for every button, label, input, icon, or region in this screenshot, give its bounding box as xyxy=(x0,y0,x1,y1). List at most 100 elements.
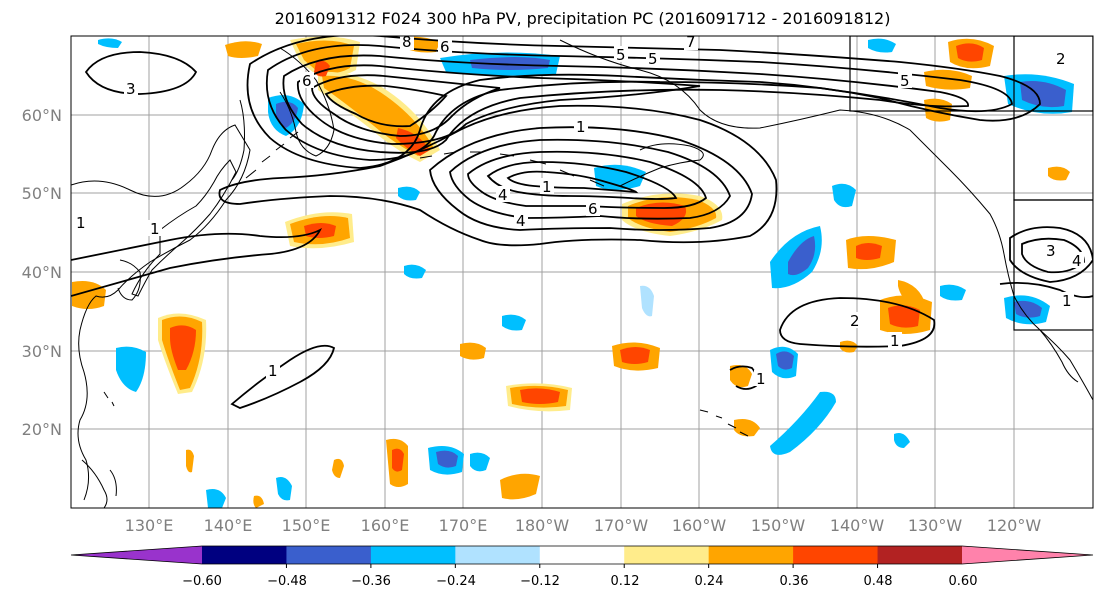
precip-positive-patch xyxy=(924,69,972,90)
colorbar-segment xyxy=(455,546,541,564)
contour-label: 1 xyxy=(268,362,278,380)
precip-positive-patch xyxy=(460,342,486,360)
lon-label: 150°W xyxy=(751,516,806,535)
colorbar-tick-label: −0.60 xyxy=(182,574,222,589)
lon-label: 160°W xyxy=(672,516,727,535)
pv-contour xyxy=(999,281,1093,299)
colorbar-tick-label: 0.36 xyxy=(780,574,809,589)
pv-contour xyxy=(486,161,678,200)
colorbar-tick-label: 0.12 xyxy=(611,574,640,589)
map-frame xyxy=(70,35,1094,509)
lon-label: 160°E xyxy=(361,516,410,535)
colorbar-segment xyxy=(708,546,794,564)
lon-label: 130°W xyxy=(908,516,963,535)
precip-negative-patch xyxy=(404,264,426,279)
pv-contour xyxy=(779,297,936,348)
colorbar-tick-label: 0.24 xyxy=(695,574,724,589)
contour-label: 4 xyxy=(498,186,508,204)
precip-negative-patch xyxy=(502,314,526,331)
contour-label: 5 xyxy=(900,72,910,90)
precip-negative-patch xyxy=(788,236,816,276)
pv-contour xyxy=(296,64,701,145)
colorbar-segment xyxy=(624,546,710,564)
lat-label: 20°N xyxy=(22,420,62,439)
colorbar-segment xyxy=(202,546,287,564)
lon-label: 180°W xyxy=(515,516,570,535)
colorbar-segment xyxy=(286,546,372,564)
map-title: 2016091312 F024 300 hPa PV, precipitatio… xyxy=(274,9,891,28)
precip-negative-patch xyxy=(640,285,654,317)
contour-label: 8 xyxy=(402,33,412,51)
precip-positive-patch xyxy=(253,495,264,508)
colorbar-tick-label: −0.12 xyxy=(520,574,560,589)
precip-negative-patch xyxy=(770,391,836,455)
precip-negative-patch xyxy=(776,351,794,370)
pv-contour xyxy=(449,138,731,220)
precip-positive-patch xyxy=(856,243,882,260)
contour-label: 1 xyxy=(76,214,86,232)
precip-positive-patch xyxy=(225,41,262,58)
coast-sakhalin xyxy=(231,99,245,181)
contour-label: 7 xyxy=(686,33,696,51)
precip-positive-patch xyxy=(898,280,926,306)
pv-contour xyxy=(324,84,448,128)
coast-baja xyxy=(1039,329,1079,383)
contour-label: 6 xyxy=(302,72,312,90)
precip-negative-patch xyxy=(398,186,420,201)
colorbar xyxy=(70,545,1094,568)
precip-negative-patch xyxy=(1014,300,1042,318)
pv-contour xyxy=(218,104,778,247)
precip-positive-patch xyxy=(500,473,540,500)
precip-negative-patch xyxy=(470,452,490,472)
lat-label: 30°N xyxy=(22,342,62,361)
contour-label: 1 xyxy=(576,118,586,136)
pv-contour xyxy=(311,74,501,137)
precip-positive-patch xyxy=(332,458,344,478)
lon-label: 150°E xyxy=(282,516,331,535)
precip-positive-patch xyxy=(730,365,752,388)
colorbar-segment xyxy=(877,546,963,564)
lon-label: 170°W xyxy=(594,516,649,535)
precip-negative-patch xyxy=(894,433,910,448)
lat-label: 40°N xyxy=(22,263,62,282)
colorbar-extend-high xyxy=(962,546,1093,564)
pv-contour xyxy=(506,170,639,194)
colorbar-segment xyxy=(539,546,625,564)
contour-label: 2 xyxy=(1056,50,1066,68)
pv-contour xyxy=(246,36,1041,169)
precip-positive-patch xyxy=(888,305,920,328)
contour-label: 3 xyxy=(126,80,136,98)
colorbar-tick-label: −0.24 xyxy=(436,574,476,589)
contour-label: 2 xyxy=(850,312,860,330)
precip-negative-patch xyxy=(206,489,226,508)
longitude-labels: 130°E 140°E 150°E 160°E 170°E 180°W 170°… xyxy=(125,516,1042,535)
precip-positive-patch xyxy=(186,449,194,473)
contour-label: 4 xyxy=(516,212,526,230)
colorbar-segment xyxy=(793,546,879,564)
precip-negative-patch xyxy=(594,164,646,190)
colorbar-extend-low xyxy=(71,546,202,564)
precip-positive-patch xyxy=(924,98,952,122)
precip-negative-patch xyxy=(470,57,550,70)
colorbar-tick-label: −0.36 xyxy=(351,574,391,589)
precip-negative-patch xyxy=(1020,81,1066,108)
colorbar-segment xyxy=(370,546,456,564)
contour-label: 1 xyxy=(150,220,160,238)
colorbar-tick-labels: −0.60 −0.48 −0.36 −0.24 −0.12 0.12 0.24 … xyxy=(182,574,977,589)
contour-labels: 3 1 1 5 1 1 4 4 6 6 5 2 3 4 2 1 1 1 1 xyxy=(74,33,1084,388)
coast-alaska xyxy=(559,39,1005,255)
contour-label: 1 xyxy=(1062,292,1072,310)
precip-positive-patch xyxy=(956,43,984,62)
coast-ryukyu xyxy=(103,391,115,407)
coastlines xyxy=(71,39,1093,508)
colorbar-tick-label: −0.48 xyxy=(267,574,307,589)
precip-negative-patch xyxy=(940,284,966,301)
contour-label: 1 xyxy=(542,178,552,196)
precip-negative-patch xyxy=(116,346,146,392)
colorbar-tick-label: 0.60 xyxy=(949,574,978,589)
graticule xyxy=(71,36,1093,508)
lon-label: 120°W xyxy=(987,516,1042,535)
coast-asia-mainland xyxy=(71,124,251,501)
precip-positive-patch xyxy=(296,40,354,74)
